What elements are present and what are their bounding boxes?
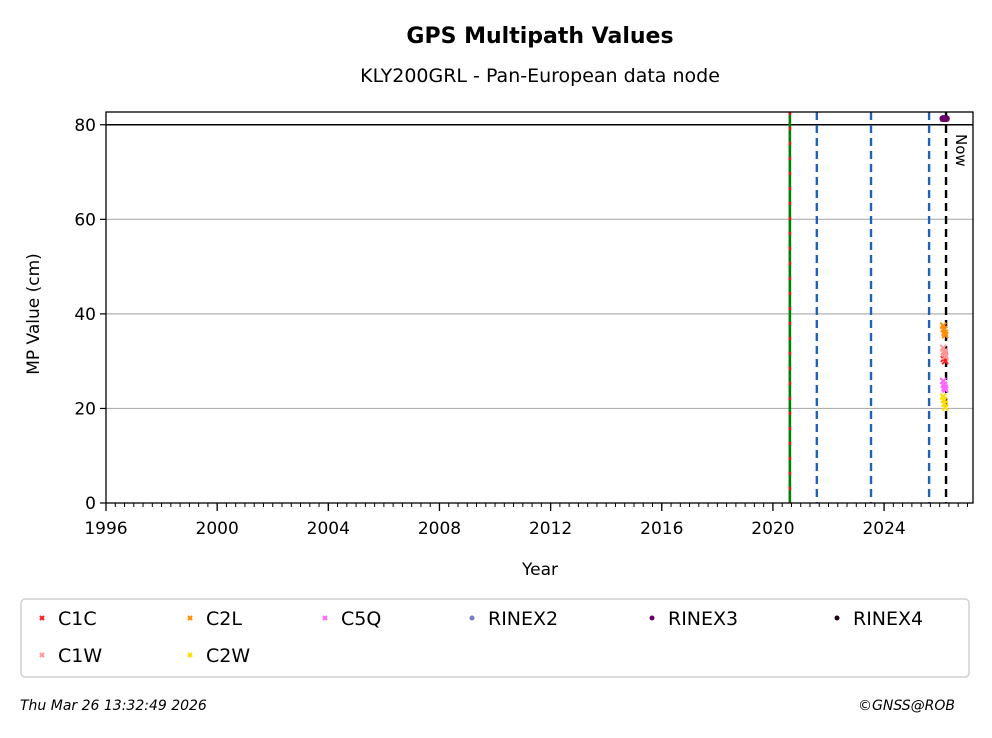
grid-lines [106,124,973,410]
legend-label-C2L: C2L [206,608,242,630]
point-stroke [940,349,949,358]
x-tick-label: 2000 [196,519,239,539]
point-C1W [39,652,45,658]
data-points [939,115,950,412]
x-tick-label: 2016 [640,519,683,539]
point-C5Q [322,615,328,621]
y-tick-label: 40 [74,305,96,325]
plot-frame [105,111,974,504]
axis-ticks: 0 20 40 60 80 1996 2000 2004 2008 2012 2016 2020 202… [74,116,968,539]
point-RINEX4 [834,615,840,621]
legend-label-RINEX4: RINEX4 [853,608,923,630]
y-tick-label: 80 [74,116,96,136]
x-tick-label: 2020 [751,519,794,539]
point-C5Q [941,385,949,394]
point-RINEX2 [469,615,475,621]
legend-box [20,598,970,678]
point-stroke [941,331,949,339]
y-axis-label: MP Value (cm) [24,253,44,375]
point-stroke [941,385,949,394]
y-tick-label: 20 [74,399,96,419]
point-RINEX3 [649,615,655,621]
x-tick-label: 2024 [862,519,905,539]
y-tick-label: 60 [74,210,96,230]
point-C1W [941,352,949,361]
point-C2W [187,652,193,658]
point-stroke [322,615,328,621]
x-tick-label: 2012 [529,519,572,539]
x-tick-label: 2004 [307,519,350,539]
x-tick-label: 2008 [418,519,461,539]
point-stroke [941,352,949,361]
x-tick-label: 1996 [84,519,127,539]
point-C2L [187,615,193,621]
copyright: ©GNSS@ROB [858,698,955,714]
legend-label-C1W: C1W [58,645,102,667]
point-stroke [940,381,948,389]
legend-label-C2W: C2W [206,645,250,667]
x-axis-label: Year [521,560,558,580]
point-stroke [39,615,45,621]
event-lines [788,112,948,503]
point-stroke [941,403,949,412]
legend-label-C5Q: C5Q [341,608,381,630]
point-RINEX3 [942,115,950,123]
point-stroke [940,329,949,337]
legend-label-RINEX3: RINEX3 [668,608,738,630]
now-label: Now [952,134,970,167]
point-stroke [39,652,45,658]
legend: C1C C2L C5Q RINEX2 RINEX3 RINEX4 C1W C2W [39,608,923,667]
point-C2W [941,403,949,412]
legend-label-RINEX2: RINEX2 [488,608,558,630]
point-stroke [187,652,193,658]
timestamp: Thu Mar 26 13:32:49 2026 [20,698,207,714]
chart-subtitle: KLY200GRL - Pan-European data node [360,65,720,87]
legend-label-C1C: C1C [58,608,97,630]
chart-title: GPS Multipath Values [406,24,673,49]
point-C2L [941,331,949,339]
point-stroke [187,615,193,621]
y-tick-label: 0 [85,494,96,514]
point-C1C [39,615,45,621]
